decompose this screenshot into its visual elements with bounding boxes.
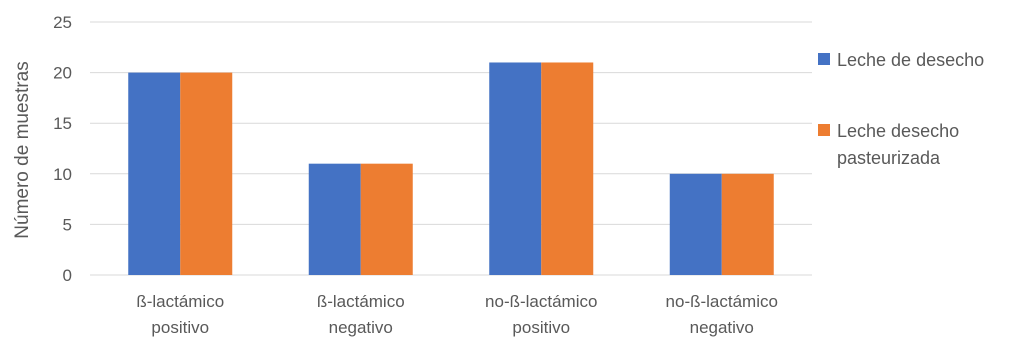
y-tick-labels: 0 5 10 15 20 25 (53, 13, 72, 285)
legend-swatch-0 (818, 53, 830, 65)
bar-series0-cat0 (128, 72, 181, 275)
legend-label-1-line1: pasteurizada (837, 148, 941, 168)
y-tick-label-25: 25 (53, 13, 72, 32)
y-tick-label-10: 10 (53, 165, 72, 184)
x-category-label-1-line0: ß-lactámico (317, 292, 405, 311)
bar-series1-cat3 (721, 173, 774, 275)
x-category-label-1-line1: negativo (329, 318, 393, 337)
legend-label-0-line0: Leche de desecho (837, 50, 984, 70)
legend-label-1-line0: Leche desecho (837, 121, 959, 141)
y-tick-label-15: 15 (53, 114, 72, 133)
legend-swatch-1 (818, 124, 830, 136)
bar-series1-cat0 (180, 72, 233, 275)
x-category-label-0-line0: ß-lactámico (136, 292, 224, 311)
y-tick-label-20: 20 (53, 64, 72, 83)
x-category-label-2-line1: positivo (512, 318, 570, 337)
x-category-label-0-line1: positivo (151, 318, 209, 337)
bar-series1-cat1 (360, 163, 413, 275)
bar-series1-cat2 (541, 62, 594, 276)
bars (128, 62, 774, 276)
x-category-label-3-line0: no-ß-lactámico (666, 292, 778, 311)
bar-series0-cat1 (308, 163, 361, 275)
bar-series0-cat2 (489, 62, 542, 276)
x-category-labels: ß-lactámico positivo ß-lactámico negativo no… (136, 292, 778, 337)
legend: Leche de desecho Leche desecho pasteurizad… (818, 50, 984, 168)
x-category-label-2-line0: no-ß-lactámico (485, 292, 597, 311)
bar-series0-cat3 (669, 173, 722, 275)
x-category-label-3-line1: negativo (690, 318, 754, 337)
y-axis-title: Número de muestras (12, 61, 33, 238)
y-tick-label-0: 0 (63, 266, 72, 285)
y-tick-label-5: 5 (63, 215, 72, 234)
